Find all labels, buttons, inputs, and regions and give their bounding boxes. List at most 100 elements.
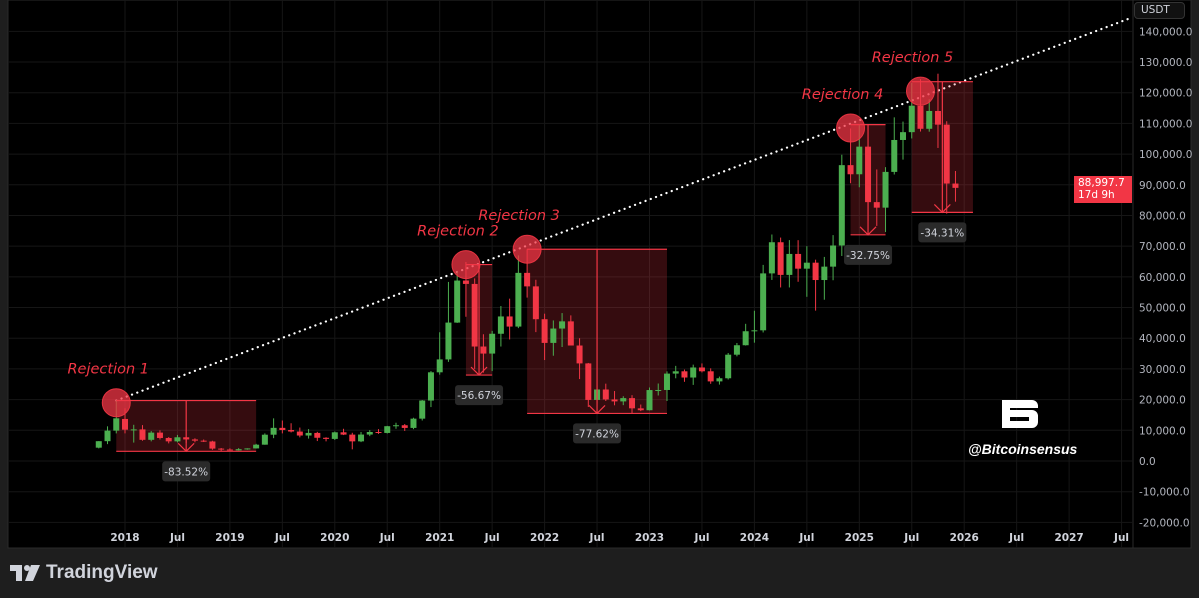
candle-body xyxy=(602,389,609,400)
x-tick-label: Jul xyxy=(798,532,814,544)
drawdown-label-bg xyxy=(844,244,893,265)
y-tick-label: -20,000.0 xyxy=(1139,517,1190,529)
candle-body xyxy=(681,371,688,378)
candle-body xyxy=(95,441,102,448)
x-tick-label: 2024 xyxy=(740,532,769,544)
x-tick-label: 2025 xyxy=(845,532,874,544)
drawdown-percent: -83.52% xyxy=(164,466,208,478)
candle-body xyxy=(663,373,670,390)
candle-body xyxy=(200,440,207,442)
x-tick-label: 2026 xyxy=(950,532,979,544)
candle-body xyxy=(270,427,277,435)
candle-body xyxy=(629,398,636,409)
candle-body xyxy=(550,328,557,343)
y-tick-label: 100,000.0 xyxy=(1139,149,1192,161)
bitcoinsensus-logo-icon xyxy=(1002,400,1038,428)
candle-body xyxy=(576,345,583,364)
drawdown-percent: -77.62% xyxy=(575,428,619,440)
y-tick-label: 120,000.0 xyxy=(1139,88,1192,100)
candle-body xyxy=(856,146,863,175)
candle-body xyxy=(934,110,941,125)
candle-body xyxy=(148,432,155,440)
candle-body xyxy=(436,359,443,373)
x-tick-label: Jul xyxy=(693,532,709,544)
y-tick-label: 60,000.0 xyxy=(1139,272,1186,284)
candle-body xyxy=(559,321,566,329)
candle-body xyxy=(506,316,513,327)
x-tick-label: 2023 xyxy=(635,532,664,544)
bar-countdown: 17d 9h xyxy=(1078,189,1115,201)
x-tick-label: Jul xyxy=(169,532,185,544)
candle-body xyxy=(462,280,469,284)
last-price-value: 88,997.7 xyxy=(1078,177,1125,189)
candle-body xyxy=(672,371,679,374)
drawdown-arrow-head-icon xyxy=(177,442,195,453)
drawdown-label-bg xyxy=(918,222,967,243)
candle-body xyxy=(489,333,496,354)
last-price-tag: 88,997.7 17d 9h xyxy=(1074,176,1132,203)
candle-body xyxy=(384,426,391,433)
rejection-label: Rejection 1 xyxy=(67,362,149,378)
rejection-marker xyxy=(836,113,866,143)
drawdown-percent: -56.67% xyxy=(457,390,501,402)
candle-body xyxy=(908,105,915,133)
x-tick-label: 2027 xyxy=(1054,532,1083,544)
candle-body xyxy=(786,253,793,275)
drawdown-percent: -32.75% xyxy=(846,250,890,262)
candle-body xyxy=(698,367,705,372)
candle-body xyxy=(340,432,347,435)
candle-body xyxy=(760,273,767,331)
tradingview-wordmark: TradingView xyxy=(46,562,158,583)
candle-body xyxy=(733,345,740,355)
candle-body xyxy=(244,448,251,450)
y-tick-label: 130,000.0 xyxy=(1139,57,1192,69)
candle-body xyxy=(209,441,216,449)
y-tick-label: 110,000.0 xyxy=(1139,118,1192,130)
rejection-marker xyxy=(101,388,131,418)
drawdown-label-bg xyxy=(455,385,504,406)
candle-body xyxy=(410,418,417,428)
y-tick-label: -10,000.0 xyxy=(1139,487,1190,499)
rejection-marker xyxy=(905,76,935,106)
candle-body xyxy=(873,202,880,208)
candle-body xyxy=(401,425,408,428)
candle-body xyxy=(454,280,461,323)
candle-body xyxy=(366,431,373,435)
rejection-label: Rejection 2 xyxy=(417,224,499,240)
candle-body xyxy=(926,110,933,129)
drawdown-arrow-head-icon xyxy=(859,226,877,236)
y-tick-label: 80,000.0 xyxy=(1139,210,1186,222)
candle-body xyxy=(532,286,539,320)
candle-body xyxy=(803,262,810,269)
candle-body xyxy=(323,437,330,439)
currency-selector[interactable]: USDT xyxy=(1134,2,1185,19)
candle-body xyxy=(891,139,898,172)
y-tick-label: 50,000.0 xyxy=(1139,303,1186,315)
candle-body xyxy=(830,245,837,267)
rejection-label: Rejection 3 xyxy=(478,208,560,224)
candle-body xyxy=(331,432,338,439)
candle-body xyxy=(882,171,889,208)
candle-body xyxy=(392,425,399,427)
candle-body xyxy=(130,429,137,431)
x-tick-label: Jul xyxy=(1113,532,1129,544)
candle-body xyxy=(725,354,732,379)
y-tick-label: 90,000.0 xyxy=(1139,180,1186,192)
candle-body xyxy=(165,437,172,442)
tradingview-logo[interactable]: TradingView xyxy=(10,562,158,584)
rejection-label: Rejection 5 xyxy=(872,50,954,66)
candle-body xyxy=(777,242,784,275)
candle-body xyxy=(515,272,522,327)
candle-body xyxy=(524,272,531,287)
candle-body xyxy=(637,408,644,411)
candle-body xyxy=(952,183,959,188)
candle-body xyxy=(838,165,845,246)
candle-body xyxy=(375,431,382,433)
candle-body xyxy=(218,448,225,450)
candle-body xyxy=(585,363,592,400)
x-tick-label: 2021 xyxy=(425,532,454,544)
candle-body xyxy=(156,432,163,438)
x-tick-label: Jul xyxy=(484,532,500,544)
candle-body xyxy=(690,367,697,378)
